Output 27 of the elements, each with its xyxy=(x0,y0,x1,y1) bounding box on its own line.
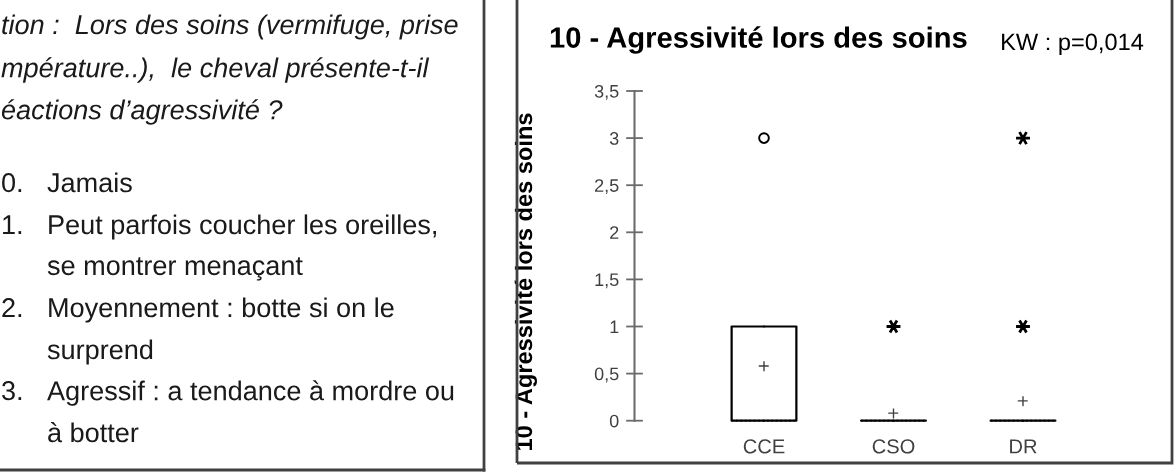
text: mpérature..), le cheval présente-t-il xyxy=(1,57,430,83)
text: Agressif : a tendance à mordre ou xyxy=(47,380,454,406)
text: tion : Lors des soins (vermifuge, prise xyxy=(2,14,458,40)
y-tick-label: 2,5 xyxy=(595,179,619,195)
y-tick-label: 3,5 xyxy=(594,84,619,100)
text: se montrer menaçant xyxy=(47,257,303,281)
text: Jamais xyxy=(47,172,132,193)
text: 2. xyxy=(2,298,22,317)
y-tick-label: 1 xyxy=(610,320,619,334)
y-tick-label: 0 xyxy=(609,414,619,428)
text: KW : p=0,014 xyxy=(1002,33,1144,56)
text: 3. xyxy=(2,381,22,401)
y-tick-label: 0,5 xyxy=(594,367,619,383)
text: Moyennement : botte si on le xyxy=(49,297,394,323)
text: Peut parfois coucher les oreilles, xyxy=(49,214,436,240)
chart-title: 10 - Agressivité lors des soins xyxy=(550,26,967,54)
y-tick-label: 2 xyxy=(610,226,619,239)
text: 1. xyxy=(3,215,22,234)
y-tick-label: 1,5 xyxy=(595,273,619,289)
x-tick-label: CSO xyxy=(872,439,915,454)
text: éactions d’agressivité ? xyxy=(1,99,283,125)
text: 0. xyxy=(2,173,22,193)
text: à botter xyxy=(48,422,139,443)
x-tick-label: DR xyxy=(1010,439,1037,454)
x-tick-label: CCE xyxy=(743,439,785,454)
text: surprend xyxy=(47,339,153,365)
y-tick-label: 3 xyxy=(609,132,619,145)
